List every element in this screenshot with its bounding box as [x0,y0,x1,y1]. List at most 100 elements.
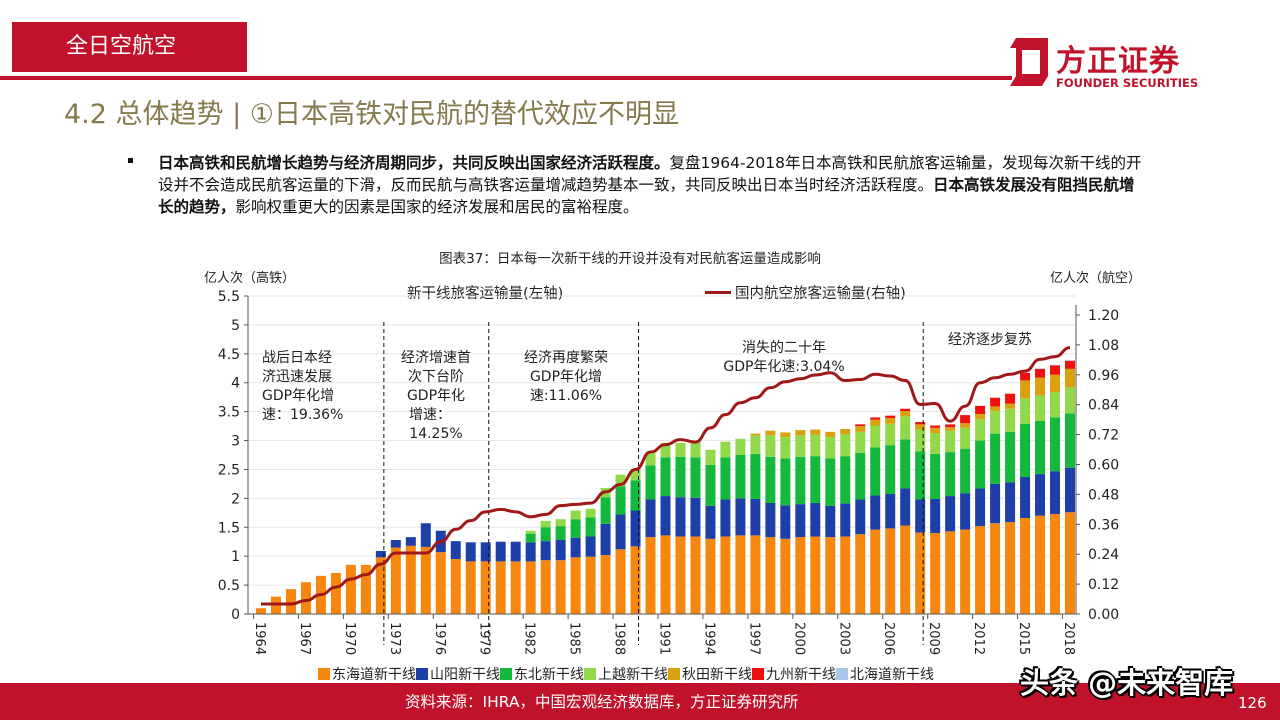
right-tick-label: 1.20 [1088,308,1119,324]
bar-1978 [465,542,476,562]
bar-2008 [915,451,926,500]
bar-2002 [825,505,836,538]
bar-1998 [765,435,776,457]
bar-1986 [585,517,596,537]
bar-1972 [375,557,386,614]
bar-2012 [975,488,986,527]
legend-item-kyushu: 九州新干线 [752,664,836,684]
bar-2014 [1005,482,1016,523]
bullet-text-bold-1: 日本高铁和民航增长趋势与经济周期同步，共同反映出国家经济活跃程度。 [158,154,670,172]
bar-1983 [540,541,551,561]
bar-1995 [720,457,731,500]
bar-1984 [555,519,566,527]
period-annotation: 消失的二十年 [742,340,826,356]
bar-1985 [570,519,581,538]
x-tick-label: 2000 [791,622,806,655]
bar-2007 [900,408,911,412]
bar-2009 [930,533,941,614]
x-tick-label: 1979 [477,622,492,655]
period-annotation: 经济逐步复苏 [948,331,1032,348]
left-tick-label: 1.5 [218,520,240,536]
bar-2014 [1005,403,1016,409]
x-tick-label: 1985 [567,622,582,655]
legend-item-joetsu: 上越新干线 [584,664,668,684]
bar-1991 [660,535,671,614]
bullet-text-bold-2: 日本高铁发展没有阻挡民航增长的趋势， [158,176,1135,216]
bar-1998 [765,456,776,503]
bar-1982 [525,561,536,614]
bar-2001 [810,429,821,435]
bar-1991 [660,457,671,497]
legend-label: 上越新干线 [598,667,668,683]
legend-bottom: 东海道新干线 山阳新干线 东北新干线 上越新干线 秋田新干线 九州新干线 北海道… [318,664,934,684]
legend-swatch [584,668,596,680]
bar-2012 [975,405,986,414]
bar-2004 [855,499,866,535]
bar-2000 [795,430,806,436]
bar-2017 [1050,513,1061,614]
bar-1972 [375,550,386,558]
bar-2007 [900,416,911,440]
bar-1993 [690,536,701,614]
x-tick-label: 2012 [971,622,986,655]
bullet-text-1: 复盘1964-2018年日本高铁和民航旅客运输量，发现每次新干线的开设并不会造成… [158,154,1142,194]
bar-1985 [570,537,581,558]
bar-2002 [825,431,836,438]
period-annotation: 经济再度繁荣 [524,350,608,366]
bar-1992 [675,456,686,498]
x-tick-label: 1994 [701,622,716,655]
bar-1966 [285,589,296,614]
bar-1977 [450,559,461,614]
bar-2011 [960,415,971,424]
left-tick-label: 2 [231,491,240,507]
page-title: 4.2 总体趋势 | ①日本高铁对民航的替代效应不明显 [64,99,679,130]
right-tick-label: 0.84 [1088,398,1119,414]
legend-line: 国内航空旅客运输量(右轴) [705,282,906,303]
legend-swatch [318,668,330,680]
bar-1996 [735,498,746,536]
logo-mark-icon [1010,38,1048,86]
bar-2002 [825,437,836,459]
legend-label: 秋田新干线 [682,667,752,683]
bar-2014 [1005,522,1016,614]
bar-1969 [330,572,341,614]
bar-1997 [750,535,761,614]
x-tick-label: 1997 [746,622,761,655]
bar-2004 [855,452,866,500]
bar-2005 [870,425,881,448]
bar-1967 [300,582,311,614]
bar-2018 [1065,413,1075,468]
page-number: 126 [1238,694,1267,712]
bar-1993 [690,457,701,498]
bar-2012 [975,440,986,489]
bar-1997 [750,435,761,454]
legend-label: 九州新干线 [766,667,836,683]
legend-label: 东海道新干线 [332,667,416,683]
bar-1997 [750,453,761,499]
bar-2009 [930,498,941,534]
bar-1964 [256,608,266,614]
bar-1991 [660,496,671,536]
bar-1997 [750,433,761,436]
bar-1981 [510,561,521,614]
bar-1992 [675,442,686,457]
chart-title: 图表37：日本每一次新干线的开设并没有对民航客运量造成影响 [439,251,821,267]
bar-1990 [645,452,656,466]
bar-1985 [570,510,581,520]
legend-swatch [416,668,428,680]
left-tick-label: 3 [231,434,240,450]
period-annotation: 14.25% [409,426,462,442]
x-tick-label: 1973 [387,622,402,655]
bar-2013 [990,433,1001,484]
bullet-text-2: 影响权重更大的因素是国家的经济发展和居民的富裕程度。 [235,198,639,216]
bar-1986 [585,508,596,518]
bar-2004 [855,426,866,432]
legend-item-akita: 秋田新干线 [668,664,752,684]
left-tick-label: 0 [231,607,240,623]
bar-1976 [435,552,446,614]
bar-1979 [480,561,491,614]
bar-1980 [495,561,506,614]
bar-2015 [1020,476,1031,519]
x-tick-label: 2015 [1016,622,1031,655]
bar-2008 [915,422,926,425]
